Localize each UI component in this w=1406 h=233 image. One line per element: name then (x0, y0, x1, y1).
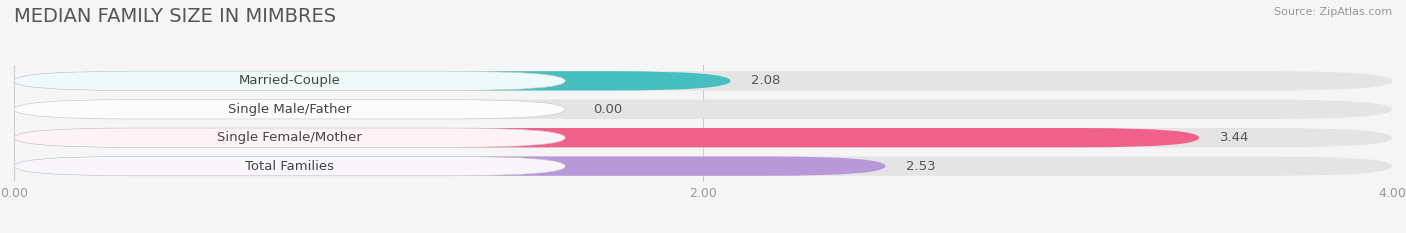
Text: MEDIAN FAMILY SIZE IN MIMBRES: MEDIAN FAMILY SIZE IN MIMBRES (14, 7, 336, 26)
FancyBboxPatch shape (14, 128, 1199, 147)
FancyBboxPatch shape (14, 128, 1392, 147)
FancyBboxPatch shape (14, 100, 565, 119)
FancyBboxPatch shape (14, 156, 886, 176)
Text: Single Male/Father: Single Male/Father (228, 103, 352, 116)
Text: Single Female/Mother: Single Female/Mother (217, 131, 363, 144)
Text: Married-Couple: Married-Couple (239, 74, 340, 87)
Text: 2.08: 2.08 (751, 74, 780, 87)
FancyBboxPatch shape (14, 100, 1392, 119)
FancyBboxPatch shape (14, 128, 565, 147)
FancyBboxPatch shape (14, 71, 1392, 91)
Text: 3.44: 3.44 (1219, 131, 1249, 144)
Text: 2.53: 2.53 (907, 160, 936, 173)
FancyBboxPatch shape (14, 71, 731, 91)
FancyBboxPatch shape (14, 156, 565, 176)
Text: Total Families: Total Families (245, 160, 335, 173)
FancyBboxPatch shape (14, 71, 565, 91)
Text: Source: ZipAtlas.com: Source: ZipAtlas.com (1274, 7, 1392, 17)
Text: 0.00: 0.00 (593, 103, 621, 116)
FancyBboxPatch shape (14, 156, 1392, 176)
